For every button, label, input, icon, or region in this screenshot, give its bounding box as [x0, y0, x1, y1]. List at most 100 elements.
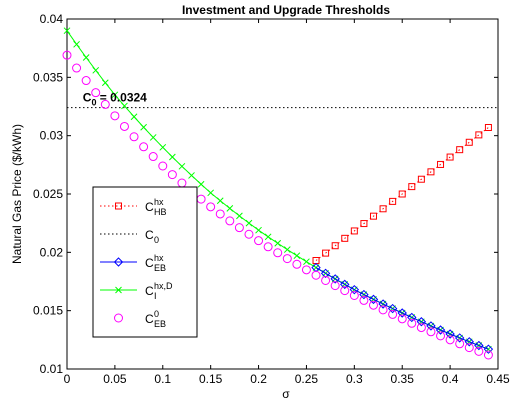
- legend-subscript: 0: [154, 235, 159, 245]
- axis-ticks: 0 0.05 0.1 0.15 0.2 0.25 0.3 0.35 0.4 0.45 0.01 0.0…: [33, 12, 510, 386]
- data-point: [397, 314, 407, 324]
- legend-swatch-marker: [113, 257, 124, 267]
- data-point: [101, 79, 109, 87]
- data-point: [464, 343, 474, 353]
- legend-superscript: 0: [154, 309, 159, 319]
- y-tick-label: 0.035: [33, 70, 63, 84]
- data-point: [427, 168, 435, 176]
- y-tick-label: 0.04: [40, 12, 64, 26]
- data-point: [158, 161, 168, 171]
- data-point: [321, 275, 331, 285]
- data-point: [359, 289, 369, 300]
- data-point: [245, 219, 253, 227]
- data-point: [455, 339, 465, 349]
- data-point: [303, 258, 310, 266]
- data-point: [148, 152, 158, 162]
- data-point: [416, 317, 427, 327]
- x-tick-label: 0.3: [346, 372, 363, 386]
- data-point: [293, 252, 301, 260]
- y-tick-label: 0.02: [40, 245, 64, 259]
- x-tick-label: 0.2: [250, 372, 267, 386]
- x-tick-label: 0.45: [486, 372, 510, 386]
- data-point: [416, 323, 426, 333]
- data-point: [464, 337, 474, 347]
- data-point: [407, 312, 417, 323]
- legend-superscript: hx,D: [154, 281, 173, 291]
- legend-entry-c-eb-0: C 0EB: [114, 309, 166, 329]
- data-point: [129, 132, 139, 142]
- data-point: [378, 299, 388, 309]
- legend-label: C: [145, 228, 154, 242]
- c0-label: C0 = 0.0324: [83, 91, 147, 108]
- y-tick-label: 0.015: [33, 304, 63, 318]
- data-point: [475, 131, 483, 139]
- x-tick-label: 0.1: [154, 372, 171, 386]
- legend-superscript: hx: [154, 253, 164, 263]
- series-c-hb-hx: [312, 124, 492, 264]
- data-point: [207, 189, 215, 197]
- data-point: [359, 295, 369, 305]
- data-point: [322, 249, 330, 257]
- series-line: [315, 127, 489, 261]
- y-tick-label: 0.03: [40, 129, 64, 143]
- legend-subscript: EB: [154, 319, 166, 329]
- data-point: [110, 111, 120, 121]
- data-point: [349, 291, 359, 300]
- data-point: [63, 27, 71, 35]
- x-tick-label: 0: [64, 372, 71, 386]
- data-point: [454, 333, 465, 343]
- data-point: [72, 63, 82, 73]
- data-point: [292, 259, 302, 269]
- data-point: [474, 340, 484, 351]
- data-point: [426, 327, 436, 337]
- data-point: [320, 268, 331, 279]
- data-point: [119, 121, 129, 131]
- data-point: [388, 309, 398, 319]
- data-point: [263, 242, 273, 252]
- legend-subscript: EB: [154, 263, 166, 273]
- data-point: [130, 113, 138, 121]
- data-point: [273, 248, 283, 258]
- data-point: [234, 223, 244, 233]
- legend-superscript: hx: [154, 197, 164, 207]
- data-point: [417, 175, 425, 183]
- data-point: [311, 270, 321, 280]
- data-point: [111, 91, 119, 99]
- data-point: [341, 234, 349, 242]
- data-point: [91, 88, 101, 98]
- data-point: [62, 50, 72, 60]
- legend-label: C: [145, 312, 154, 326]
- data-point: [436, 331, 446, 341]
- y-tick-label: 0.01: [40, 362, 64, 376]
- data-point: [465, 138, 473, 146]
- data-point: [283, 246, 291, 253]
- data-point: [188, 172, 195, 179]
- data-point: [73, 40, 80, 48]
- x-tick-label: 0.4: [442, 372, 459, 386]
- data-point: [435, 325, 446, 335]
- x-tick-label: 0.05: [103, 372, 127, 386]
- chart-title: Investment and Upgrade Thresholds: [182, 3, 390, 17]
- y-axis-label: Natural Gas Price ($/kWh): [10, 124, 24, 264]
- data-point: [274, 239, 282, 247]
- data-point: [484, 124, 492, 131]
- data-point: [215, 209, 225, 219]
- data-point: [167, 170, 177, 180]
- data-point: [264, 233, 272, 241]
- data-point: [483, 344, 494, 354]
- x-axis-label: σ: [282, 387, 290, 401]
- legend-swatch-marker: [115, 202, 122, 210]
- data-point: [389, 197, 397, 205]
- data-point: [178, 162, 186, 170]
- legend-label: C: [145, 284, 154, 298]
- data-point: [407, 318, 417, 328]
- legend-label: C: [145, 256, 154, 270]
- data-point: [225, 216, 235, 226]
- data-point: [379, 205, 387, 213]
- data-point: [206, 202, 216, 212]
